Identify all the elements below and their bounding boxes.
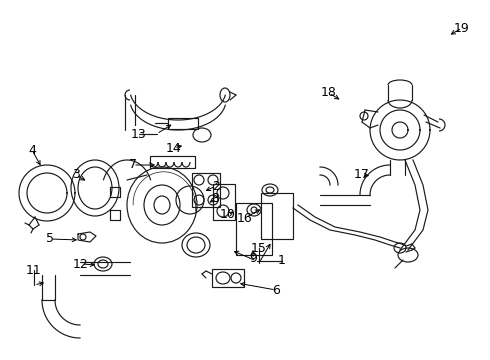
Bar	[261, 193, 293, 239]
Text: 8: 8	[211, 193, 219, 206]
Bar	[168, 118, 198, 129]
Bar	[236, 203, 272, 255]
Text: 12: 12	[73, 257, 89, 270]
Bar	[213, 184, 235, 220]
Text: 7: 7	[129, 158, 137, 171]
Bar	[212, 269, 244, 287]
Text: 6: 6	[272, 284, 280, 297]
Text: 16: 16	[237, 211, 253, 225]
Text: 5: 5	[46, 233, 54, 246]
Text: 2: 2	[212, 180, 220, 193]
Text: 4: 4	[28, 144, 36, 157]
Text: 13: 13	[131, 127, 147, 140]
Text: 1: 1	[278, 255, 286, 267]
Text: 15: 15	[251, 242, 267, 255]
Text: 19: 19	[454, 22, 470, 35]
Text: 11: 11	[26, 264, 42, 276]
Text: 10: 10	[220, 208, 236, 221]
Text: 18: 18	[321, 86, 337, 99]
Text: 14: 14	[166, 141, 182, 154]
Bar	[192, 173, 220, 207]
Text: 3: 3	[72, 168, 80, 181]
Text: 9: 9	[249, 252, 257, 266]
Bar	[150, 156, 195, 168]
Text: 17: 17	[354, 168, 370, 181]
